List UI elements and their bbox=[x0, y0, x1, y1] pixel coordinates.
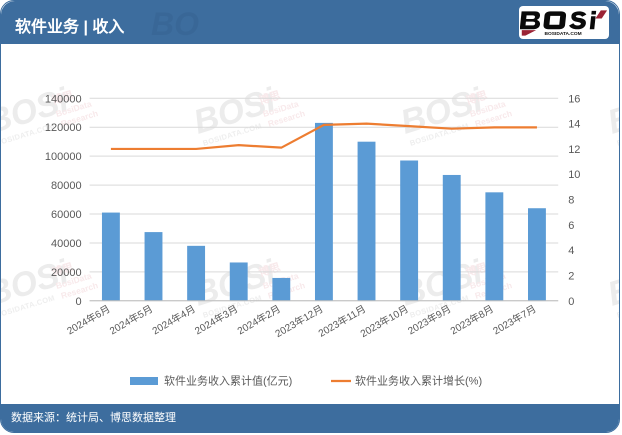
svg-text:软件业务收入累计值(亿元): 软件业务收入累计值(亿元) bbox=[164, 374, 292, 388]
svg-text:80000: 80000 bbox=[51, 180, 82, 192]
svg-text:BOSIDATA.COM: BOSIDATA.COM bbox=[545, 31, 582, 37]
svg-text:40000: 40000 bbox=[51, 238, 82, 250]
svg-text:10: 10 bbox=[568, 169, 580, 181]
svg-text:14: 14 bbox=[568, 119, 580, 131]
svg-text:120000: 120000 bbox=[45, 122, 82, 134]
svg-text:8: 8 bbox=[568, 195, 574, 207]
svg-text:6: 6 bbox=[568, 220, 574, 232]
svg-text:0: 0 bbox=[75, 296, 81, 308]
svg-text:60000: 60000 bbox=[51, 209, 82, 221]
svg-text:0: 0 bbox=[568, 296, 574, 308]
svg-text:100000: 100000 bbox=[45, 151, 82, 163]
svg-text:140000: 140000 bbox=[45, 93, 82, 105]
svg-text:20000: 20000 bbox=[51, 267, 82, 279]
svg-text:16: 16 bbox=[568, 93, 580, 105]
svg-text:软件业务收入累计增长(%): 软件业务收入累计增长(%) bbox=[355, 374, 482, 388]
svg-text:BOSi: BOSi bbox=[151, 6, 199, 42]
svg-text:4: 4 bbox=[568, 245, 574, 257]
svg-text:12: 12 bbox=[568, 144, 580, 156]
svg-text:2: 2 bbox=[568, 271, 574, 283]
